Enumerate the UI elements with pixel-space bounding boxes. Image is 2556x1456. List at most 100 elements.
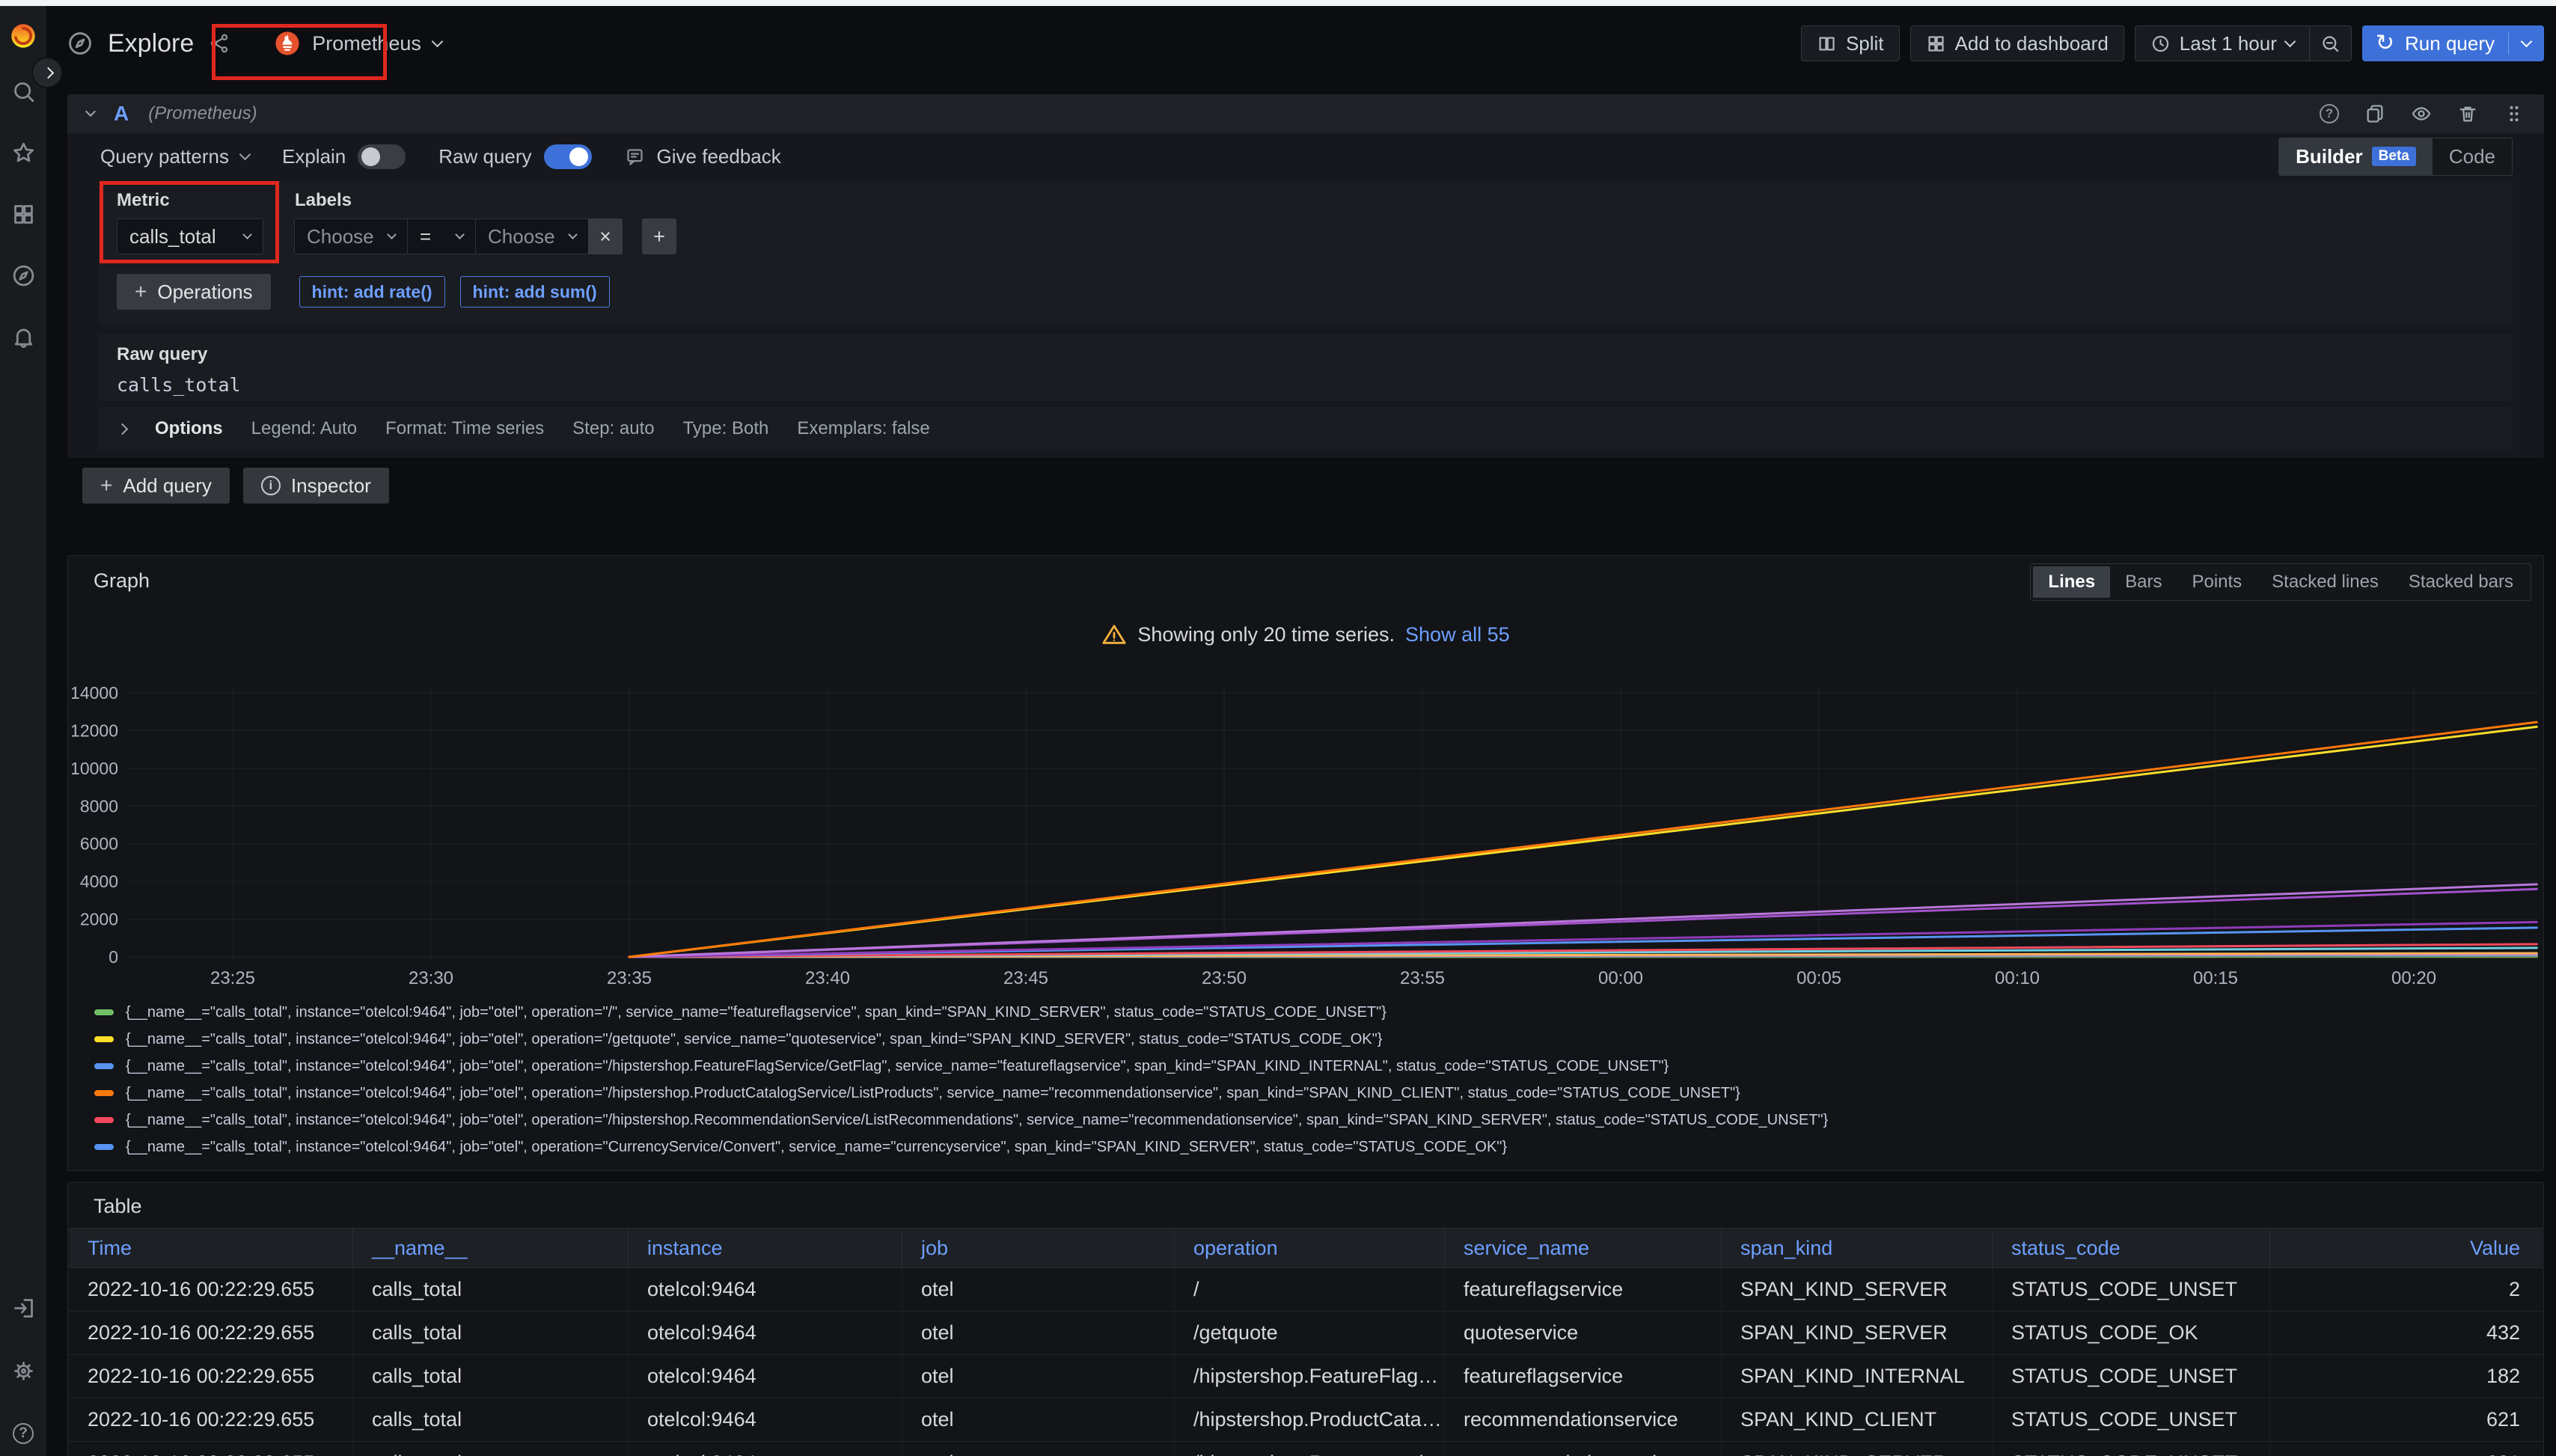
code-tab[interactable]: Code (2433, 138, 2512, 175)
query-ref-id[interactable]: A (114, 102, 129, 126)
svg-text:23:35: 23:35 (607, 968, 652, 988)
copy-icon[interactable] (2364, 103, 2385, 124)
column-header-job[interactable]: job (902, 1229, 1175, 1267)
explain-toggle[interactable] (358, 144, 406, 169)
eye-icon[interactable] (2411, 103, 2432, 124)
table-cell: 2022-10-16 00:22:29.655 (69, 1442, 353, 1456)
split-button[interactable]: Split (1801, 25, 1900, 61)
query-patterns-dropdown[interactable]: Query patterns (100, 145, 249, 168)
table-cell: otelcol:9464 (629, 1312, 902, 1354)
legend-item[interactable]: {__name__="calls_total", instance="otelc… (94, 1107, 2536, 1134)
legend-label: {__name__="calls_total", instance="otelc… (126, 1112, 1828, 1129)
table-cell: STATUS_CODE_UNSET (1993, 1355, 2270, 1398)
graph-mode-bars[interactable]: Bars (2110, 566, 2177, 598)
time-series-chart[interactable]: 0200040006000800010000120001400023:2523:… (72, 667, 2541, 990)
svg-text:00:05: 00:05 (1797, 968, 1841, 988)
plus-icon: + (135, 280, 147, 304)
legend-swatch (94, 1117, 114, 1123)
raw-query-toggle-group: Raw query (438, 144, 591, 169)
raw-query-preview: Raw query calls_total (99, 334, 2513, 401)
operations-button[interactable]: + Operations (117, 274, 271, 310)
column-header-servicename[interactable]: service_name (1445, 1229, 1722, 1267)
datasource-picker[interactable]: Prometheus (261, 22, 455, 65)
label-key-select[interactable]: Choose (294, 218, 408, 254)
graph-mode-stacked-bars[interactable]: Stacked bars (2394, 566, 2528, 598)
apps-add-icon (1926, 34, 1946, 54)
grafana-logo[interactable] (10, 22, 37, 49)
give-feedback-link[interactable]: Give feedback (625, 145, 781, 168)
inspector-button[interactable]: i Inspector (243, 468, 389, 504)
help-icon: ? (13, 1423, 34, 1444)
add-to-dashboard-button[interactable]: Add to dashboard (1910, 25, 2124, 61)
column-header-value[interactable]: Value (2270, 1229, 2543, 1267)
legend-swatch (94, 1036, 114, 1042)
table-cell: featureflagservice (1445, 1268, 1722, 1311)
svg-text:23:45: 23:45 (1003, 968, 1048, 988)
sidebar-item-dashboards[interactable] (10, 201, 37, 227)
query-row-header[interactable]: A (Prometheus) ? (67, 94, 2544, 133)
query-hint-button[interactable]: hint: add sum() (460, 276, 610, 308)
graph-mode-stacked-lines[interactable]: Stacked lines (2257, 566, 2394, 598)
query-options-row[interactable]: Options Legend: AutoFormat: Time seriesS… (99, 407, 2513, 450)
show-all-series-link[interactable]: Show all 55 (1405, 623, 1510, 646)
query-hint-button[interactable]: hint: add rate() (299, 276, 445, 308)
graph-panel: Graph LinesBarsPointsStacked linesStacke… (67, 555, 2544, 1171)
sidebar-item-settings[interactable] (10, 1357, 37, 1384)
label-value-select[interactable]: Choose (475, 218, 589, 254)
drag-handle-icon[interactable] (2504, 103, 2525, 124)
column-header-name[interactable]: __name__ (353, 1229, 629, 1267)
sidebar-item-help[interactable]: ? (10, 1420, 37, 1447)
sidebar-nav (10, 78, 37, 350)
add-label-button[interactable]: + (642, 218, 676, 254)
column-header-operation[interactable]: operation (1175, 1229, 1445, 1267)
sidebar-item-search[interactable] (10, 78, 37, 105)
share-alt-icon[interactable] (209, 33, 230, 54)
bell-icon (11, 325, 36, 349)
column-header-instance[interactable]: instance (629, 1229, 902, 1267)
add-query-button[interactable]: + Add query (82, 468, 230, 504)
sidebar-item-explore[interactable] (10, 262, 37, 289)
options-label[interactable]: Options (155, 418, 223, 439)
raw-query-label: Raw query (438, 145, 531, 168)
metric-select[interactable]: calls_total (117, 218, 263, 254)
legend-label: {__name__="calls_total", instance="otelc… (126, 1058, 1669, 1075)
svg-text:23:30: 23:30 (409, 968, 453, 988)
legend-item[interactable]: {__name__="calls_total", instance="otelc… (94, 1134, 2536, 1160)
graph-mode-lines[interactable]: Lines (2033, 566, 2110, 598)
column-header-spankind[interactable]: span_kind (1722, 1229, 1993, 1267)
table-cell: /hipstershop.ProductCatalogService/ListP… (1175, 1398, 1445, 1441)
builder-tab[interactable]: Builder Beta (2279, 138, 2433, 175)
label-operator-select[interactable]: = (407, 218, 476, 254)
graph-mode-points[interactable]: Points (2177, 566, 2257, 598)
labels-label: Labels (295, 190, 676, 211)
table-cell: otelcol:9464 (629, 1442, 902, 1456)
sidebar-expand-button[interactable] (31, 57, 63, 88)
legend-item[interactable]: {__name__="calls_total", instance="otelc… (94, 1053, 2536, 1080)
time-zoom-out-button[interactable] (2310, 25, 2352, 61)
legend-item[interactable]: {__name__="calls_total", instance="otelc… (94, 999, 2536, 1026)
legend-item[interactable]: {__name__="calls_total", instance="otelc… (94, 1080, 2536, 1107)
remove-label-button[interactable]: × (588, 218, 623, 254)
graph-mode-tabs: LinesBarsPointsStacked linesStacked bars (2030, 563, 2531, 601)
time-range-button[interactable]: Last 1 hour (2135, 25, 2310, 61)
run-query-button[interactable]: ↻ Run query (2362, 25, 2544, 61)
column-header-statuscode[interactable]: status_code (1993, 1229, 2270, 1267)
table-cell: recommendationservice (1445, 1398, 1722, 1441)
sidebar-item-sign-in[interactable] (10, 1294, 37, 1321)
sidebar-item-starred[interactable] (10, 139, 37, 166)
column-header-time[interactable]: Time (69, 1229, 353, 1267)
trash-icon[interactable] (2457, 103, 2478, 124)
raw-query-toggle[interactable] (544, 144, 592, 169)
legend-item-clipped[interactable]: {__name__="calls_total", instance="otelc… (94, 1160, 2536, 1166)
legend-item[interactable]: {__name__="calls_total", instance="otelc… (94, 1026, 2536, 1053)
comment-icon (625, 147, 645, 167)
svg-text:14000: 14000 (72, 683, 118, 703)
table-cell: featureflagservice (1445, 1355, 1722, 1398)
table-cell: otelcol:9464 (629, 1268, 902, 1311)
table-row: 2022-10-16 00:22:29.655calls_totalotelco… (69, 1442, 2543, 1456)
clock-icon (2150, 34, 2171, 54)
help-icon[interactable]: ? (2320, 104, 2339, 123)
sidebar-item-alerting[interactable] (10, 323, 37, 350)
table-cell: otel (902, 1268, 1175, 1311)
table-cell: STATUS_CODE_OK (1993, 1312, 2270, 1354)
